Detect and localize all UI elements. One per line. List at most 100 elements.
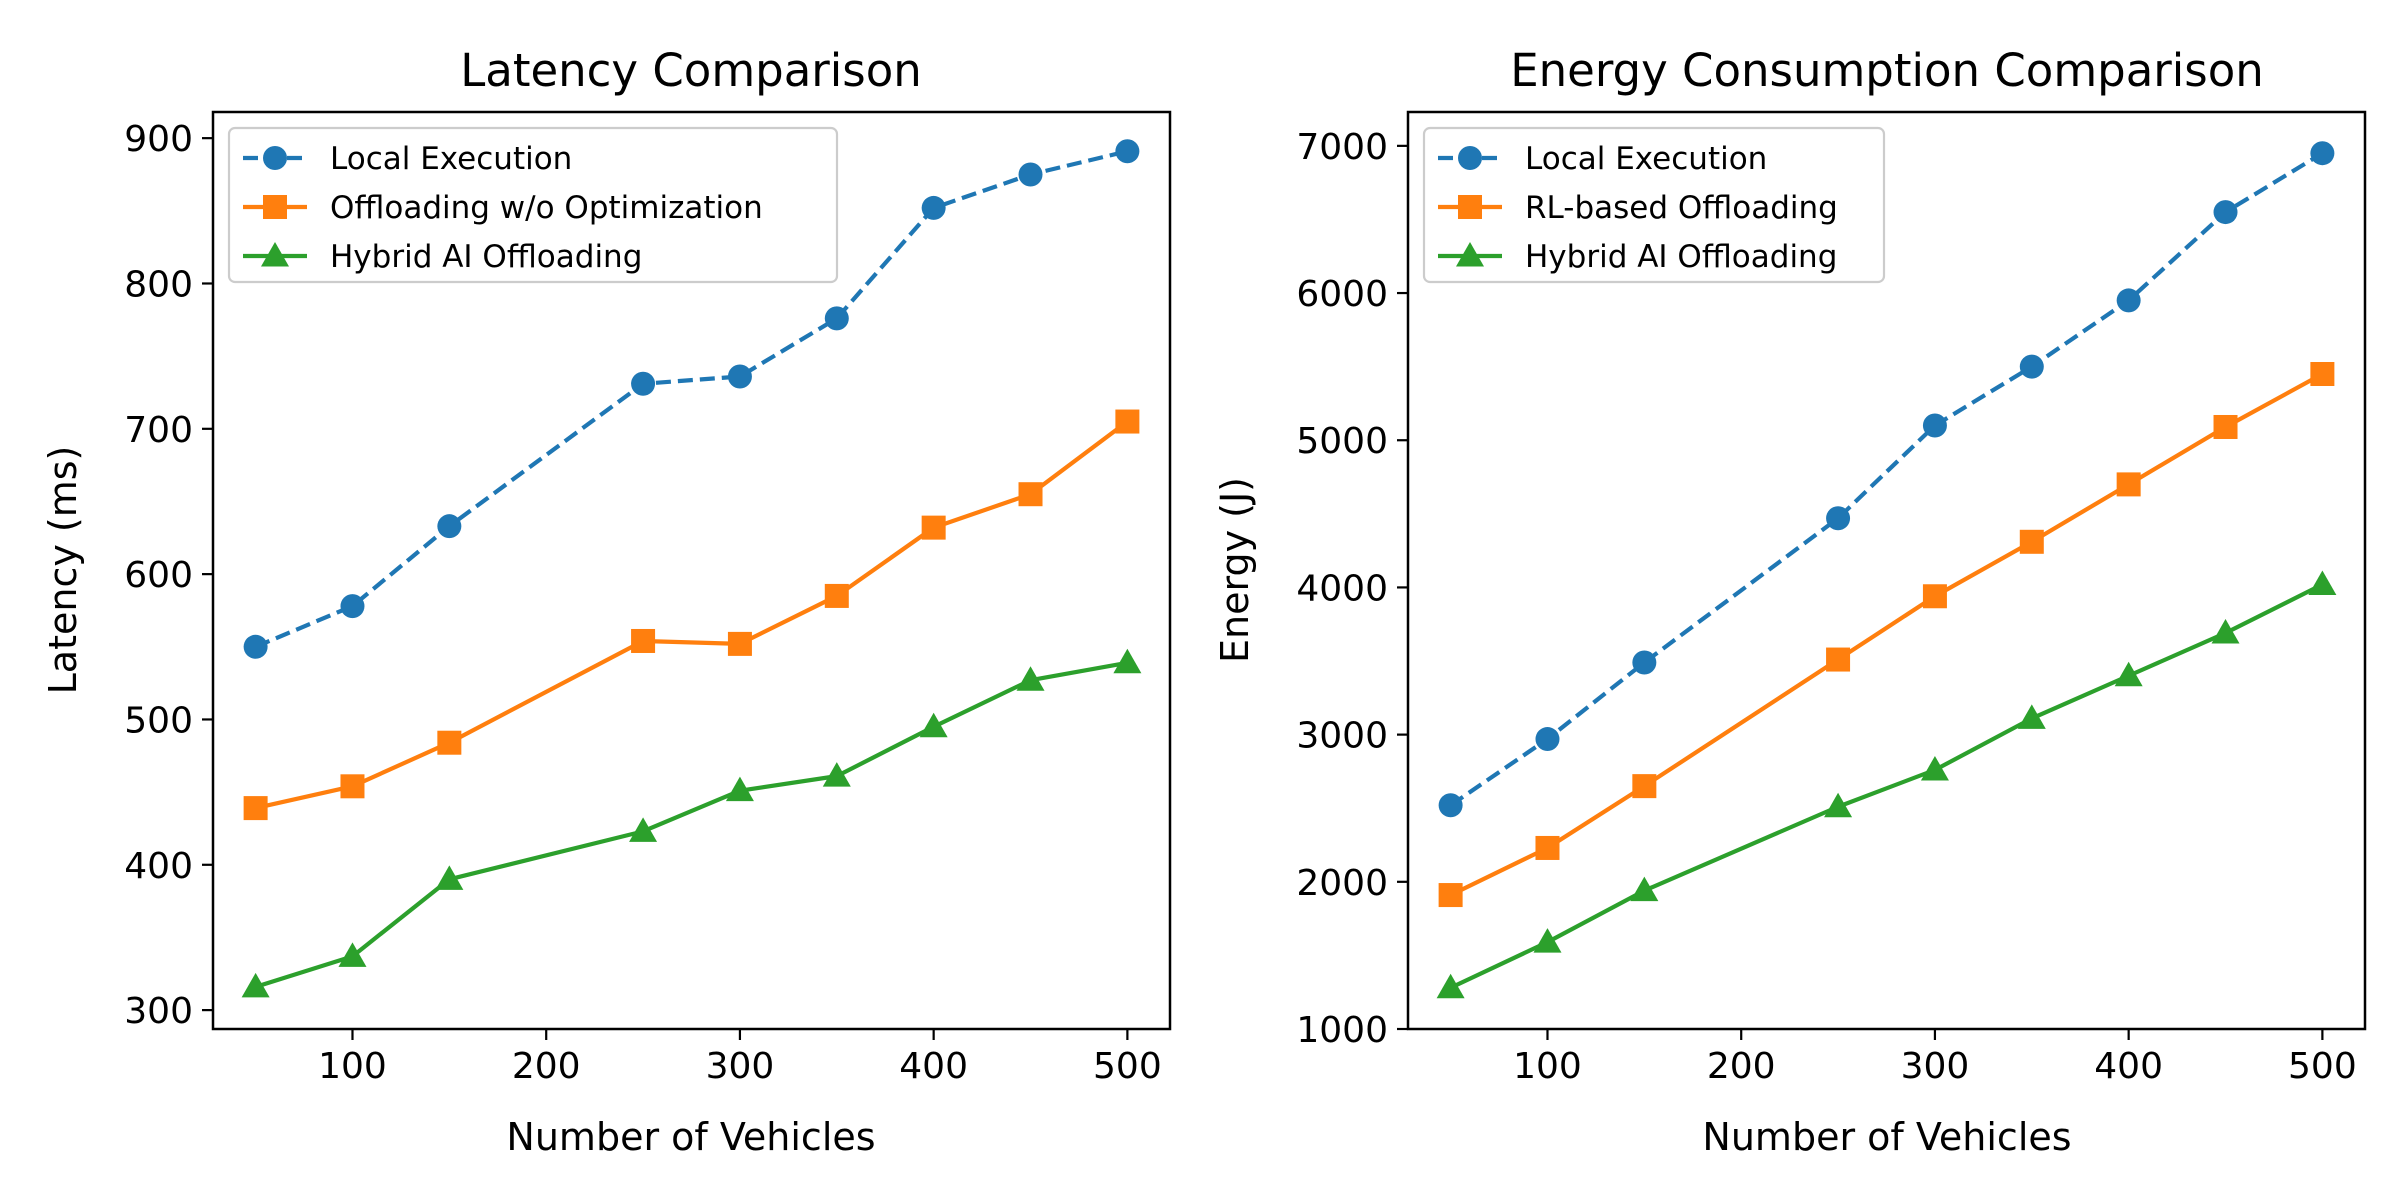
data-point [1115,139,1140,164]
data-point [1016,666,1045,691]
x-axis: 100 200 300 400 500 [318,1029,1162,1087]
x-tick-label: 100 [1513,1046,1582,1087]
data-point [1533,928,1562,953]
data-point [1632,774,1657,799]
y-tick-label: 7000 [1296,127,1388,168]
data-point [2017,704,2046,729]
data-point [2114,661,2143,687]
x-axis: 100 200 300 400 500 [1513,1029,2357,1087]
x-tick-label: 400 [899,1046,968,1087]
data-point [1535,727,1560,752]
latency-chart: 100 200 300 400 500 300 400 500 600 700 800 900 Lo… [41,44,1172,1159]
legend: Local Execution RL-based Offloading Hybrid… [1422,126,1886,284]
data-lines [1436,141,2337,999]
data-point [1826,506,1851,531]
y-tick-label: 300 [124,991,193,1032]
y-axis: 300 400 500 600 700 800 900 [124,119,213,1032]
y-axis-label: Latency (ms) [41,446,85,695]
x-tick-label: 300 [706,1046,775,1087]
data-point [2019,354,2044,379]
y-tick-label: 3000 [1296,716,1388,757]
data-point [1630,876,1659,902]
data-point [631,628,656,653]
data-point [243,634,268,659]
y-tick-label: 700 [124,410,193,451]
data-point [2211,619,2240,644]
legend-box [227,126,839,284]
data-point [1018,482,1043,507]
data-point [1438,883,1463,908]
x-tick-label: 200 [1707,1046,1776,1087]
x-tick-label: 300 [1901,1046,1970,1087]
chart-title: Latency Comparison [460,44,922,97]
data-point [241,972,270,998]
y-axis-label: Energy (J) [1213,477,1257,663]
y-tick-label: 400 [124,846,193,887]
legend-label: Local Execution [1525,141,1767,177]
data-point [1535,835,1560,860]
legend-label: Hybrid AI Offloading [330,239,642,275]
y-tick-label: 4000 [1296,568,1388,609]
data-point [1632,650,1657,675]
y-tick-label: 5000 [1296,421,1388,462]
legend-box [1422,126,1886,284]
data-point [824,583,849,608]
legend-label: RL-based Offloading [1525,190,1838,226]
data-point [727,364,752,389]
data-point [340,594,365,619]
legend: Local Execution Offloading w/o Optimizati… [227,126,839,284]
data-point [2116,288,2141,313]
data-point [1824,792,1853,818]
y-tick-label: 600 [124,555,193,596]
data-point [822,762,851,787]
data-point [1826,647,1851,672]
legend-marker [261,242,289,267]
legend-marker [1456,242,1484,267]
legend-label: Hybrid AI Offloading [1525,239,1837,275]
data-point [824,306,849,331]
x-tick-label: 100 [318,1046,387,1087]
data-point [1115,409,1140,434]
data-point [435,865,464,890]
data-point [2310,362,2335,386]
data-point [727,631,752,656]
series-line [254,149,1128,649]
legend-marker [263,195,287,219]
x-tick-label: 400 [2094,1046,2163,1087]
x-axis-label: Number of Vehicles [1702,1115,2071,1159]
legend-marker [1458,146,1482,170]
y-tick-label: 1000 [1296,1010,1388,1051]
data-point [437,514,462,539]
data-point [921,515,946,540]
data-point [919,712,948,738]
data-point [243,796,268,821]
data-point [437,730,462,755]
y-tick-label: 900 [124,119,193,160]
legend-label: Local Execution [330,141,572,177]
data-point [1113,648,1142,674]
data-point [921,195,946,220]
data-point [2116,472,2141,497]
x-axis-label: Number of Vehicles [506,1115,875,1159]
y-tick-label: 2000 [1296,863,1388,904]
data-point [2213,200,2238,225]
data-point [2213,414,2238,439]
data-point [1438,793,1463,818]
data-point [1920,755,1949,781]
data-point [1922,413,1947,438]
energy-chart: 100 200 300 400 500 1000 2000 3000 4000 5000 6000… [1213,44,2367,1159]
chart-title: Energy Consumption Comparison [1510,44,2264,97]
legend-label: Offloading w/o Optimization [330,190,763,226]
data-lines [241,139,1142,998]
data-point [629,817,658,842]
x-tick-label: 200 [512,1046,581,1087]
y-tick-label: 6000 [1296,274,1388,315]
x-tick-label: 500 [1093,1046,1162,1087]
data-point [340,774,365,799]
plot-frame [211,110,1172,1031]
data-point [631,371,656,396]
data-point [1436,973,1465,999]
y-tick-label: 500 [124,700,193,741]
legend-marker [1458,195,1482,219]
